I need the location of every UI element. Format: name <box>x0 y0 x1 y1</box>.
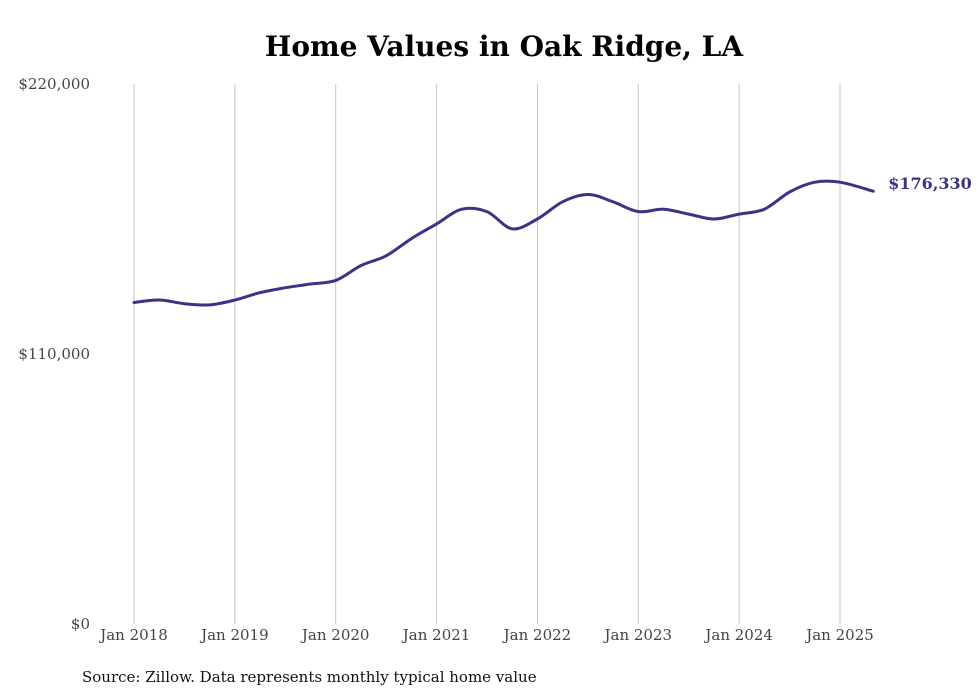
x-tick-label: Jan 2019 <box>199 626 269 644</box>
x-tick-label: Jan 2020 <box>300 626 370 644</box>
series-line <box>132 179 875 307</box>
chart-title: Home Values in Oak Ridge, LA <box>264 30 744 63</box>
x-tick-label: Jan 2024 <box>703 626 773 644</box>
y-tick-label: $0 <box>71 615 90 633</box>
end-value-label: $176,330 <box>888 174 972 193</box>
y-tick-label: $220,000 <box>18 75 90 93</box>
y-axis-ticks: $0 $110,000 $220,000 <box>18 75 90 633</box>
y-tick-label: $110,000 <box>18 345 90 363</box>
x-tick-label: Jan 2025 <box>804 626 874 644</box>
x-tick-label: Jan 2022 <box>502 626 572 644</box>
x-tick-label: Jan 2021 <box>401 626 471 644</box>
source-note: Source: Zillow. Data represents monthly … <box>82 668 537 686</box>
x-tick-label: Jan 2023 <box>603 626 673 644</box>
x-axis-ticks: Jan 2018 Jan 2019 Jan 2020 Jan 2021 Jan 2022… <box>98 626 874 644</box>
grid-lines <box>133 84 841 624</box>
x-tick-label: Jan 2018 <box>98 626 168 644</box>
